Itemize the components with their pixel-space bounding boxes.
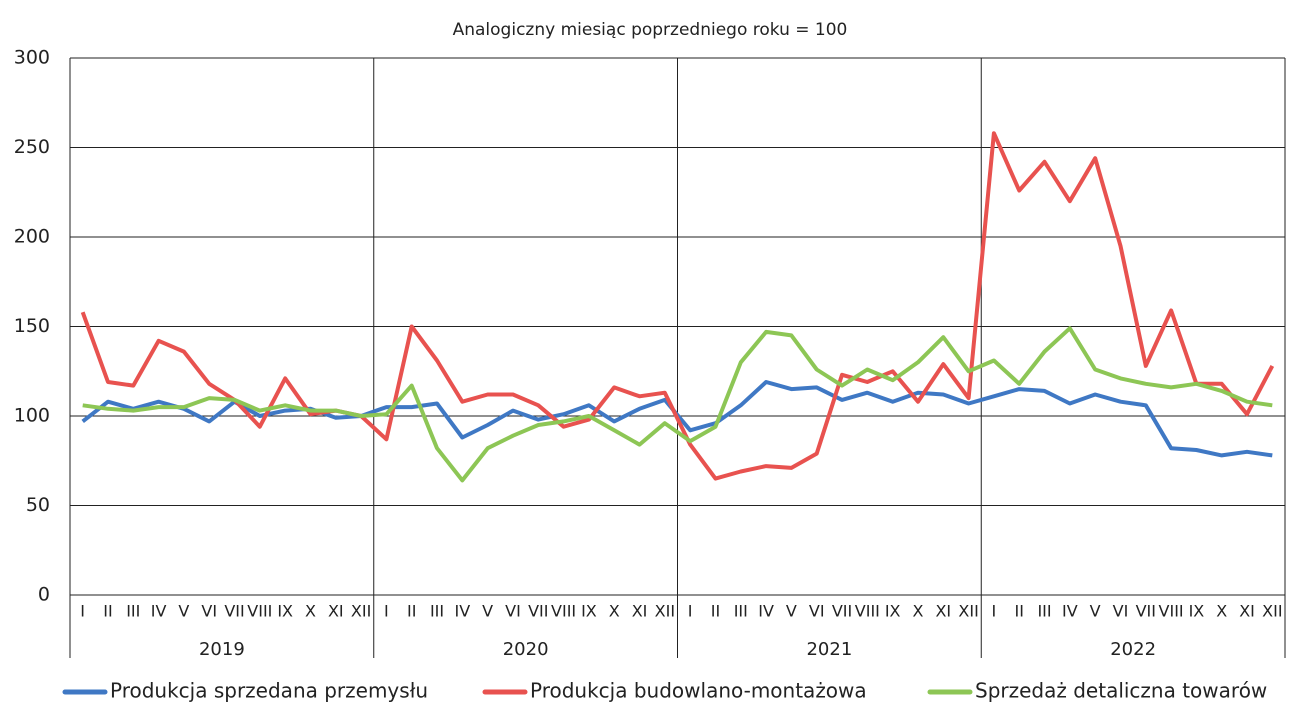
x-tick-label: IX [885, 602, 901, 621]
x-tick-label: IV [1062, 602, 1078, 621]
y-tick-label: 0 [38, 584, 50, 606]
x-tick-label: II [711, 602, 720, 621]
x-tick-label: II [1015, 602, 1024, 621]
x-tick-label: VI [505, 602, 521, 621]
series-line [80, 131, 1275, 481]
x-tick-label: VII [832, 602, 852, 621]
x-tick-label: X [1216, 602, 1227, 621]
x-tick-label: VI [201, 602, 217, 621]
y-tick-label: 100 [14, 405, 50, 427]
x-tick-label: IV [151, 602, 167, 621]
x-tick-label: V [786, 602, 797, 621]
year-label: 2020 [503, 639, 549, 660]
x-tick-label: XII [655, 602, 675, 621]
x-tick-label: V [1090, 602, 1101, 621]
x-tick-label: XI [1239, 602, 1255, 621]
x-tick-label: XII [958, 602, 978, 621]
x-tick-label: VIII [1159, 602, 1184, 621]
legend-label: Sprzedaż detaliczna towarów [975, 679, 1267, 703]
x-tick-label: VII [224, 602, 244, 621]
x-tick-label: VI [809, 602, 825, 621]
chart-title: Analogiczny miesiąc poprzedniego roku = … [453, 20, 848, 40]
x-tick-label: III [126, 602, 140, 621]
x-tick-label: VIII [551, 602, 576, 621]
x-tick-label: II [103, 602, 112, 621]
x-tick-label: IX [581, 602, 597, 621]
legend-label: Produkcja budowlano-montażowa [530, 679, 867, 703]
x-tick-label: V [178, 602, 189, 621]
y-tick-label: 200 [14, 226, 50, 248]
x-tick-label: VII [1136, 602, 1156, 621]
x-tick-label: I [80, 602, 85, 621]
series-line [82, 326, 1273, 483]
x-tick-label: XI [632, 602, 648, 621]
y-tick-label: 150 [14, 315, 50, 337]
x-tick-label: VII [528, 602, 548, 621]
x-tick-label: IV [455, 602, 471, 621]
x-tick-label: IX [1189, 602, 1205, 621]
x-tick-label: XI [328, 602, 344, 621]
x-tick-label: III [1037, 602, 1051, 621]
x-tick-label: XI [935, 602, 951, 621]
x-tick-label: III [734, 602, 748, 621]
x-tick-label: XII [351, 602, 371, 621]
year-label: 2019 [199, 639, 245, 660]
x-tick-label: I [384, 602, 389, 621]
x-tick-label: V [482, 602, 493, 621]
x-tick-label: X [305, 602, 316, 621]
x-tick-label: VI [1113, 602, 1129, 621]
y-tick-label: 50 [26, 494, 50, 516]
x-tick-label: XII [1262, 602, 1282, 621]
y-tick-label: 250 [14, 136, 50, 158]
x-tick-label: III [430, 602, 444, 621]
x-tick-label: X [609, 602, 620, 621]
x-tick-label: IX [277, 602, 293, 621]
x-tick-label: II [407, 602, 416, 621]
x-tick-label: I [688, 602, 693, 621]
x-tick-label: I [992, 602, 997, 621]
x-tick-label: VIII [855, 602, 880, 621]
y-tick-label: 300 [14, 47, 50, 69]
x-tick-label: X [912, 602, 923, 621]
year-label: 2022 [1110, 639, 1156, 660]
x-tick-label: VIII [247, 602, 272, 621]
x-tick-label: IV [758, 602, 774, 621]
legend-label: Produkcja sprzedana przemysłu [110, 679, 428, 703]
year-label: 2021 [806, 639, 852, 660]
